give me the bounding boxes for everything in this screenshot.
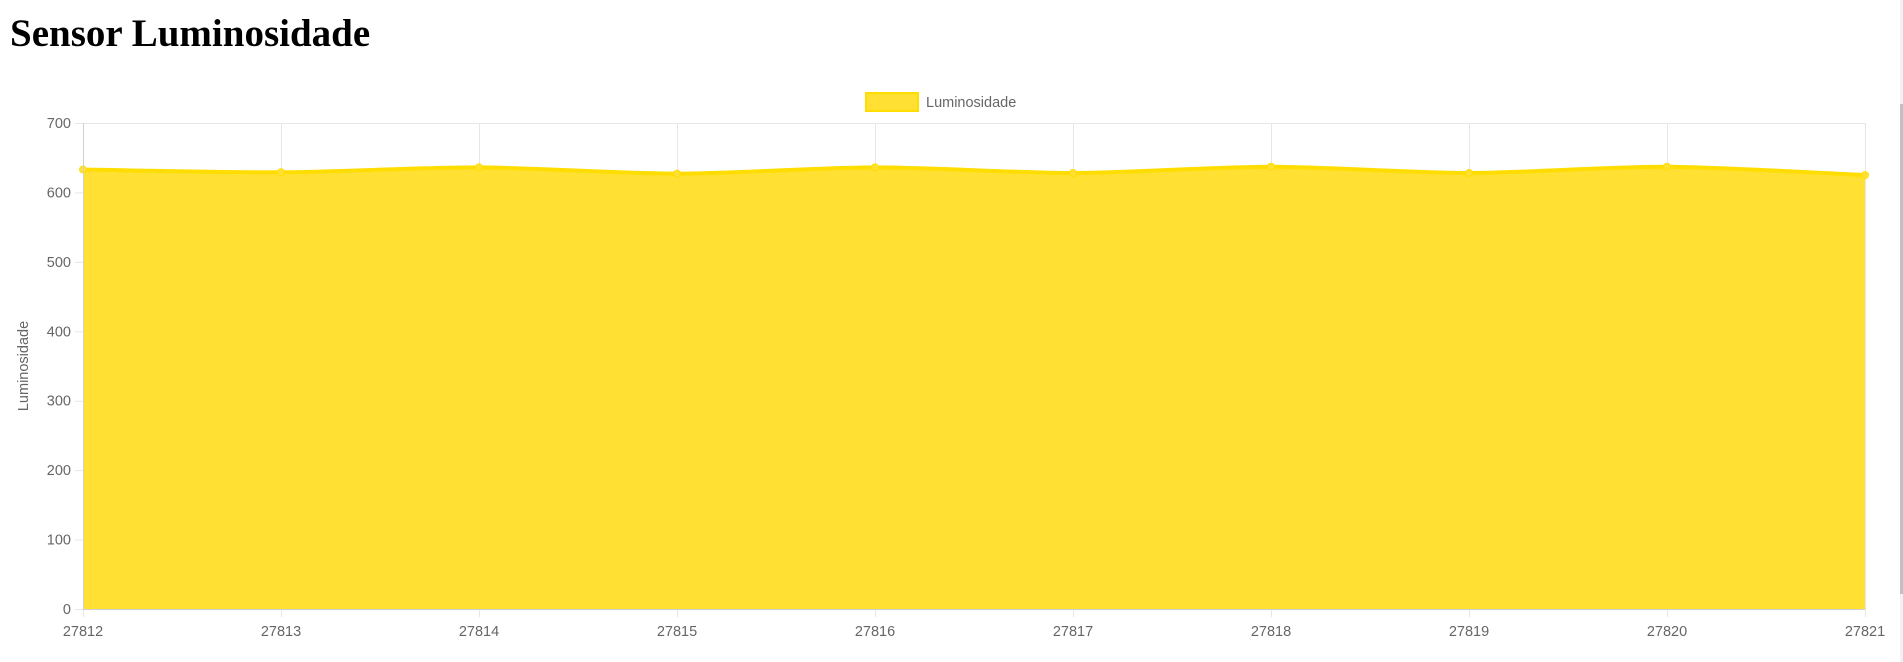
y-tick-label: 100 (47, 533, 71, 549)
data-point[interactable] (1861, 171, 1869, 180)
chart-axes: 0 100 200 300 400 500 600 700 27812 27813 27814 278… (16, 116, 1885, 640)
series-area-luminosidade (83, 166, 1865, 609)
vertical-scrollbar[interactable] (1900, 0, 1903, 662)
series-line-luminosidade (82, 164, 1866, 178)
data-point[interactable] (475, 163, 483, 172)
y-axis-title: Luminosidade (16, 321, 32, 411)
x-tick-label: 27821 (1845, 624, 1885, 640)
y-tick-label: 400 (47, 324, 71, 340)
page-title: Sensor Luminosidade (10, 12, 371, 55)
x-tick-label: 27817 (1053, 624, 1093, 640)
data-point[interactable] (673, 169, 681, 178)
x-tick-label: 27815 (657, 624, 697, 640)
y-tick-label: 700 (47, 116, 71, 132)
y-tick-label: 600 (47, 185, 71, 201)
data-point[interactable] (1267, 162, 1275, 171)
y-tick-label: 300 (47, 394, 71, 410)
data-point[interactable] (1465, 168, 1473, 177)
data-point[interactable] (277, 168, 285, 177)
legend-swatch (865, 92, 919, 112)
x-tick-label: 27820 (1647, 624, 1687, 640)
x-tick-label: 27818 (1251, 624, 1291, 640)
chart-area-layer (79, 162, 1869, 609)
x-tick-label: 27813 (261, 624, 301, 640)
data-point[interactable] (1663, 162, 1671, 171)
x-tick-label: 27814 (459, 624, 499, 640)
x-tick-label: 27812 (63, 624, 103, 640)
legend-label: Luminosidade (926, 95, 1016, 111)
x-tick-label: 27819 (1449, 624, 1489, 640)
data-point[interactable] (871, 163, 879, 172)
y-tick-label: 0 (63, 602, 71, 618)
y-tick-label: 200 (47, 463, 71, 479)
data-point[interactable] (1069, 168, 1077, 177)
chart-legend[interactable]: Luminosidade (865, 92, 1016, 112)
x-tick-label: 27816 (855, 624, 895, 640)
y-tick-label: 500 (47, 255, 71, 271)
scrollbar-thumb[interactable] (1900, 104, 1903, 594)
